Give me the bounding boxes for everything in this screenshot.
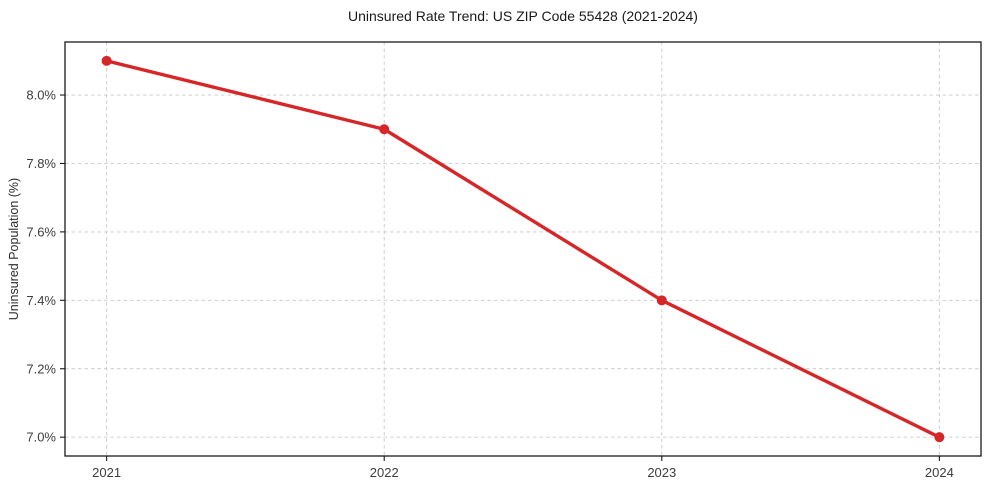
y-axis-label: Uninsured Population (%) (7, 177, 21, 321)
x-tick-label: 2021 (92, 465, 121, 480)
plot-border (64, 41, 982, 457)
y-tick-label: 7.0% (26, 430, 56, 445)
x-tick-label: 2024 (925, 465, 954, 480)
data-point (656, 295, 667, 306)
x-tick-label: 2023 (647, 465, 676, 480)
trend-line (104, 59, 942, 439)
y-tick-label: 7.6% (26, 224, 56, 239)
x-tick-label: 2022 (370, 465, 399, 480)
y-tick-label: 7.4% (26, 293, 56, 308)
y-tick-label: 8.0% (26, 88, 56, 103)
y-tick-label: 7.8% (26, 156, 56, 171)
data-point (101, 55, 112, 66)
chart-title: Uninsured Rate Trend: US ZIP Code 55428 … (348, 8, 698, 24)
data-point (934, 432, 945, 443)
data-point (379, 124, 390, 135)
y-tick-label: 7.2% (26, 361, 56, 376)
